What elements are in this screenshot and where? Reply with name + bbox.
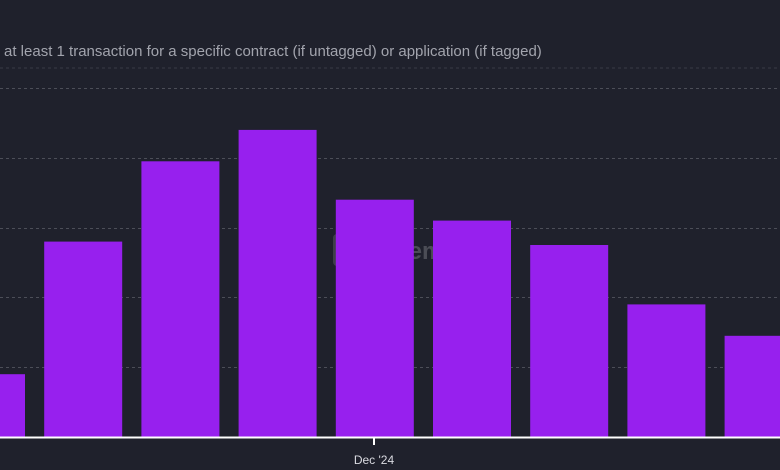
bar[interactable] [238, 129, 317, 437]
bar[interactable] [141, 161, 220, 438]
bar[interactable] [433, 220, 511, 437]
bars [0, 129, 780, 438]
bar[interactable] [0, 374, 25, 437]
bar[interactable] [627, 304, 706, 437]
x-tick-label: Dec '24 [354, 453, 395, 467]
chart-subtitle: at least 1 transaction for a specific co… [4, 43, 542, 60]
bar[interactable] [335, 199, 414, 437]
bar[interactable] [724, 335, 780, 437]
bar[interactable] [530, 245, 609, 437]
bar[interactable] [44, 241, 123, 437]
